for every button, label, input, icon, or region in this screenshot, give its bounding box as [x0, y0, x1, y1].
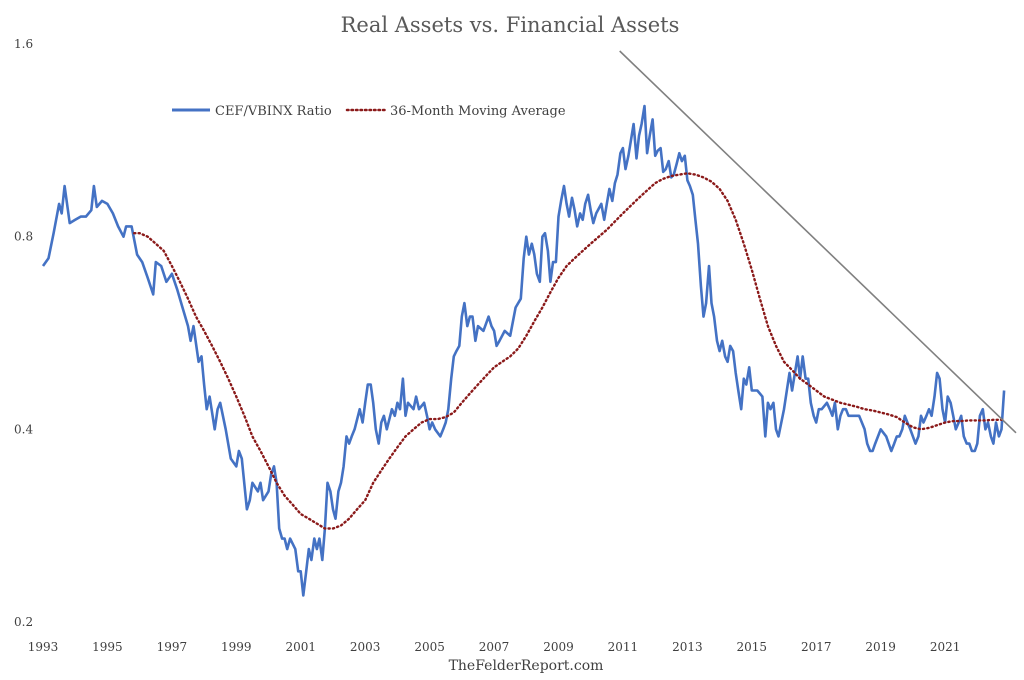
x-tick-label: 2005 [414, 640, 445, 654]
plot-area [43, 51, 1016, 596]
y-tick-label: 0.2 [14, 615, 33, 629]
x-tick-label: 2009 [543, 640, 574, 654]
x-axis: 1993 1995 1997 1999 2001 2003 2005 2007 2009 2011… [28, 640, 961, 654]
moving-average-series-line [134, 173, 1004, 528]
x-tick-label: 2019 [865, 640, 896, 654]
chart-title: Real Assets vs. Financial Assets [341, 13, 680, 37]
x-tick-label: 2017 [801, 640, 832, 654]
y-tick-label: 0.4 [14, 422, 33, 436]
x-tick-label: 1993 [28, 640, 59, 654]
x-tick-label: 2011 [608, 640, 639, 654]
x-tick-label: 2013 [672, 640, 703, 654]
legend-label-moving-average: 36-Month Moving Average [390, 104, 566, 119]
x-tick-label: 2015 [737, 640, 768, 654]
x-tick-label: 2007 [479, 640, 510, 654]
x-tick-label: 1997 [157, 640, 188, 654]
x-tick-label: 2021 [930, 640, 961, 654]
source-label: TheFelderReport.com [449, 658, 604, 674]
ratio-series-line [43, 106, 1004, 596]
x-tick-label: 2003 [350, 640, 381, 654]
y-axis: 0.2 0.4 0.8 1.6 [14, 37, 33, 629]
x-tick-label: 1999 [221, 640, 252, 654]
legend-label-ratio: CEF/VBINX Ratio [215, 104, 332, 119]
trend-line [620, 51, 1016, 433]
x-tick-label: 2001 [285, 640, 316, 654]
legend: CEF/VBINX Ratio 36-Month Moving Average [172, 104, 566, 119]
y-tick-label: 0.8 [14, 230, 33, 244]
x-tick-label: 1995 [92, 640, 123, 654]
y-tick-label: 1.6 [14, 37, 33, 51]
